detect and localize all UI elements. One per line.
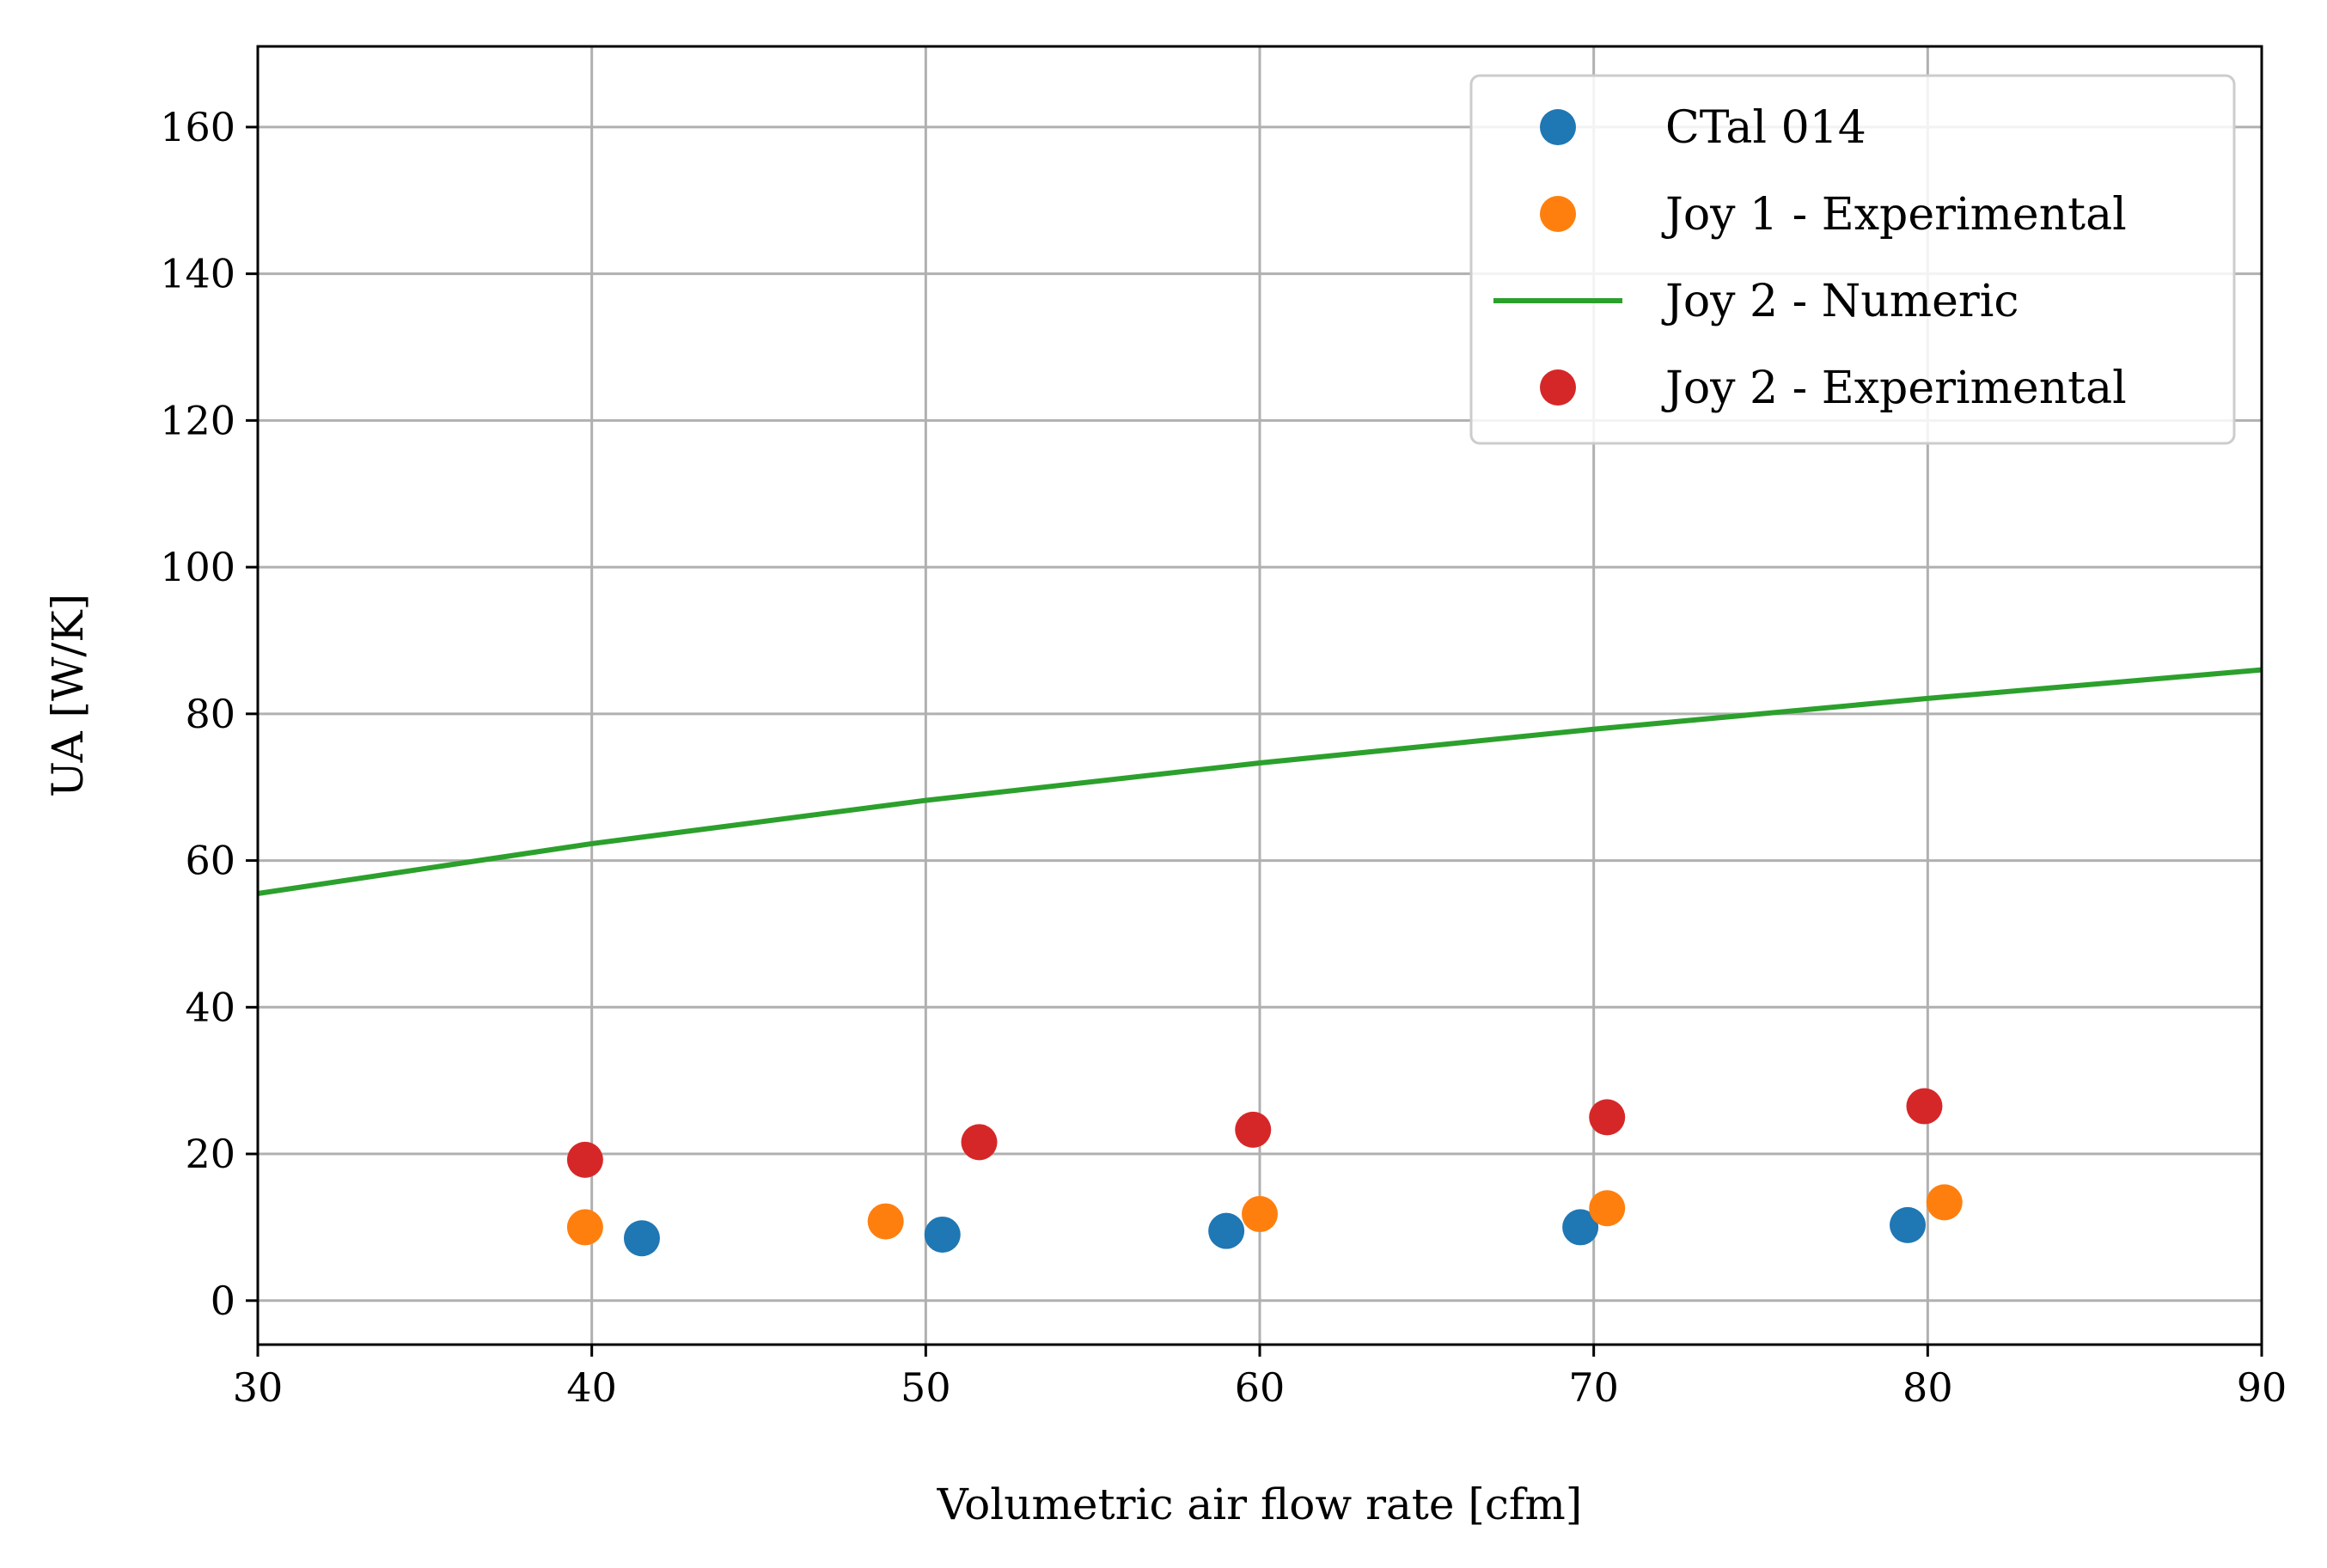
series-layer [257, 667, 2263, 1257]
legend-label: CTal 014 [1665, 102, 1866, 154]
legend-label: Joy 1 - Experimental [1661, 189, 2127, 241]
x-tick-label: 60 [1235, 1364, 1286, 1411]
legend-marker-swatch [1540, 109, 1576, 145]
data-point [623, 1220, 660, 1257]
data-point [566, 1141, 603, 1178]
legend-marker-swatch [1540, 196, 1576, 232]
data-point [1589, 1099, 1626, 1136]
data-point [566, 1209, 603, 1246]
legend-entry: Joy 1 - Experimental [1540, 189, 2127, 241]
legend-entry: CTal 014 [1540, 102, 1866, 154]
x-tick-label: 30 [233, 1364, 284, 1411]
data-point [1890, 1206, 1927, 1243]
x-tick-label: 50 [901, 1364, 951, 1411]
legend-box [1469, 74, 2236, 445]
data-point [1208, 1212, 1245, 1249]
data-point [961, 1124, 998, 1161]
x-tick-label: 70 [1568, 1364, 1619, 1411]
data-point [1589, 1190, 1626, 1227]
series-4 [566, 1088, 1943, 1178]
data-point [1235, 1111, 1272, 1148]
y-tick-label: 60 [185, 838, 235, 884]
ticks: 30 40 50 60 70 80 90 0 20 40 60 80 100 120 140 160 [160, 104, 2287, 1411]
data-point [1906, 1088, 1943, 1125]
legend-label: Joy 2 - Numeric [1661, 276, 2019, 327]
x-tick-label: 90 [2237, 1364, 2287, 1411]
x-axis-label: Volumetric air flow rate [cfm] [937, 1480, 1583, 1529]
y-tick-label: 40 [185, 984, 235, 1030]
data-point [1926, 1184, 1963, 1221]
data-point [867, 1203, 904, 1240]
legend-entry: Joy 2 - Numeric [1493, 276, 2019, 327]
legend: CTal 014 Joy 1 - Experimental Joy 2 - Nume… [1469, 74, 2236, 445]
series-2 [566, 1184, 1963, 1246]
y-tick-label: 80 [185, 691, 235, 737]
data-point [924, 1216, 961, 1253]
y-tick-label: 0 [211, 1278, 235, 1324]
y-tick-label: 140 [160, 251, 235, 297]
legend-entry: Joy 2 - Experimental [1540, 363, 2127, 414]
data-point [1562, 1209, 1599, 1246]
series-3 [257, 667, 2263, 896]
x-tick-label: 80 [1903, 1364, 1953, 1411]
y-tick-label: 20 [185, 1131, 235, 1177]
y-axis-label: UA [W/K] [43, 594, 93, 797]
y-tick-label: 160 [160, 104, 235, 150]
data-point [1242, 1196, 1278, 1233]
legend-label: Joy 2 - Experimental [1661, 363, 2127, 414]
series-line [257, 667, 2263, 896]
x-tick-label: 40 [566, 1364, 617, 1411]
y-tick-label: 120 [160, 397, 235, 443]
y-tick-label: 100 [160, 544, 235, 590]
series-1 [623, 1206, 1927, 1257]
legend-marker-swatch [1540, 369, 1576, 406]
